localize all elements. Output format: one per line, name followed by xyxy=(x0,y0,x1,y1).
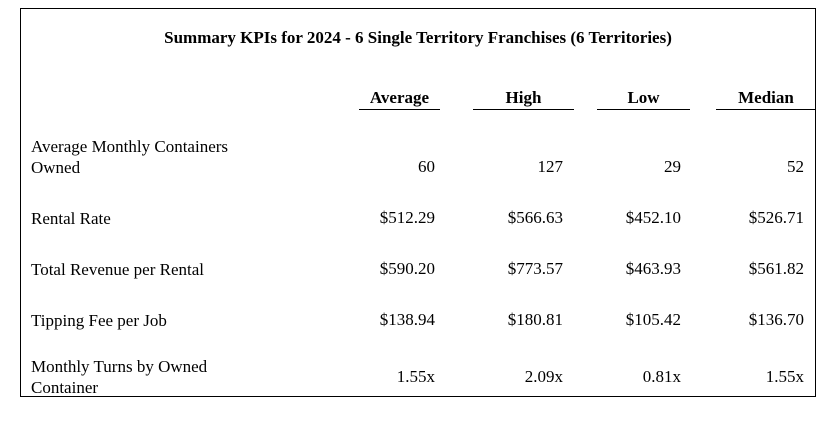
cell-turns-low: 0.81x xyxy=(642,367,681,386)
column-header-high: High xyxy=(473,88,574,110)
cell-rental-rate-low: $452.10 xyxy=(625,208,681,227)
cell-containers-high: 127 xyxy=(537,157,564,176)
cell-tipping-fee-average: $138.94 xyxy=(379,310,435,329)
column-header-median: Median xyxy=(716,88,816,110)
cell-revenue-median: $561.82 xyxy=(748,259,804,278)
row-label-tipping-fee-per-job: Tipping Fee per Job xyxy=(31,311,167,330)
cell-revenue-low: $463.93 xyxy=(625,259,681,278)
cell-revenue-average: $590.20 xyxy=(379,259,435,278)
cell-containers-low: 29 xyxy=(664,157,681,176)
cell-containers-median: 52 xyxy=(787,157,804,176)
cell-turns-median: 1.55x xyxy=(765,367,804,386)
row-label-rental-rate: Rental Rate xyxy=(31,209,111,228)
cell-turns-high: 2.09x xyxy=(524,367,563,386)
row-label-monthly-turns: Monthly Turns by Owned Container xyxy=(31,357,208,397)
cell-rental-rate-high: $566.63 xyxy=(507,208,563,227)
cell-tipping-fee-low: $105.42 xyxy=(625,310,681,329)
kpi-table-frame xyxy=(20,8,816,397)
table-title: Summary KPIs for 2024 - 6 Single Territo… xyxy=(164,28,672,47)
cell-turns-average: 1.55x xyxy=(396,367,435,386)
cell-rental-rate-median: $526.71 xyxy=(748,208,804,227)
cell-tipping-fee-high: $180.81 xyxy=(507,310,563,329)
cell-containers-average: 60 xyxy=(418,157,435,176)
cell-tipping-fee-median: $136.70 xyxy=(748,310,804,329)
cell-revenue-high: $773.57 xyxy=(507,259,563,278)
row-label-total-revenue-per-rental: Total Revenue per Rental xyxy=(31,260,204,279)
column-header-average: Average xyxy=(359,88,440,110)
row-label-average-monthly-containers: Average Monthly Containers Owned xyxy=(31,137,229,177)
column-header-low: Low xyxy=(597,88,690,110)
cell-rental-rate-average: $512.29 xyxy=(379,208,435,227)
